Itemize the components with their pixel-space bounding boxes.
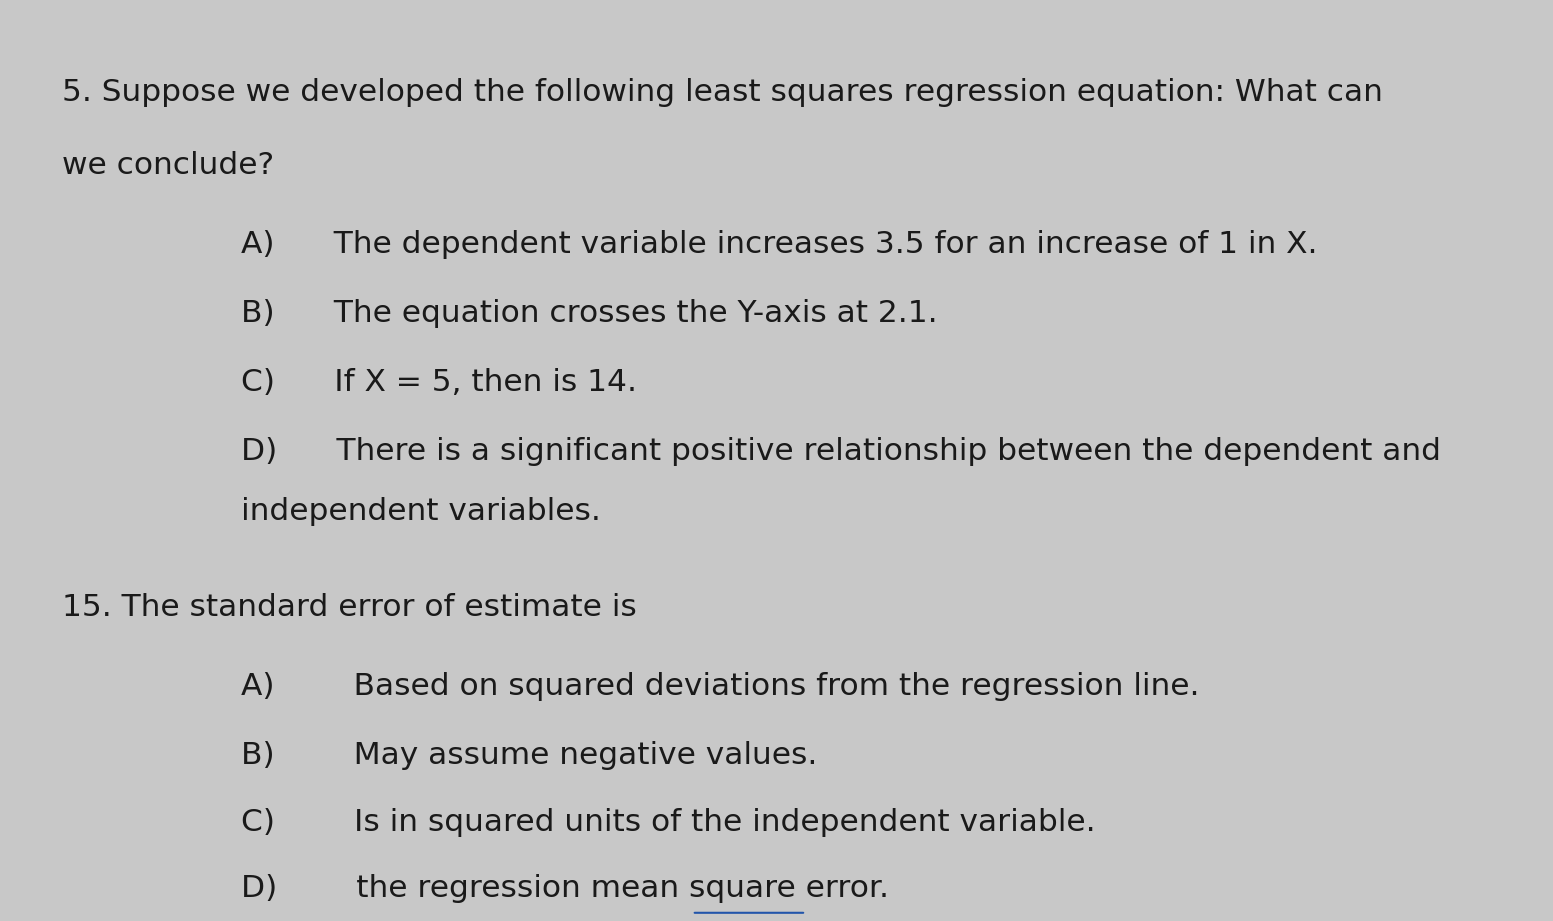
Text: independent variables.: independent variables. (241, 496, 601, 526)
Text: B)        May assume negative values.: B) May assume negative values. (241, 740, 817, 770)
Text: D)        the regression mean square error.: D) the regression mean square error. (241, 874, 888, 904)
Text: we conclude?: we conclude? (62, 151, 275, 181)
Text: C)      If X = 5, then is 14.: C) If X = 5, then is 14. (241, 367, 637, 397)
Text: C)        Is in squared units of the independent variable.: C) Is in squared units of the independen… (241, 808, 1095, 837)
Text: D)      There is a significant positive relationship between the dependent and: D) There is a significant positive relat… (241, 437, 1441, 466)
Text: 15. The standard error of estimate is: 15. The standard error of estimate is (62, 593, 637, 623)
Text: 5. Suppose we developed the following least squares regression equation: What ca: 5. Suppose we developed the following le… (62, 77, 1384, 107)
Text: A)      The dependent variable increases 3.5 for an increase of 1 in X.: A) The dependent variable increases 3.5 … (241, 229, 1317, 259)
Text: A)        Based on squared deviations from the regression line.: A) Based on squared deviations from the … (241, 671, 1199, 701)
Text: B)      The equation crosses the Y-axis at 2.1.: B) The equation crosses the Y-axis at 2.… (241, 298, 938, 328)
